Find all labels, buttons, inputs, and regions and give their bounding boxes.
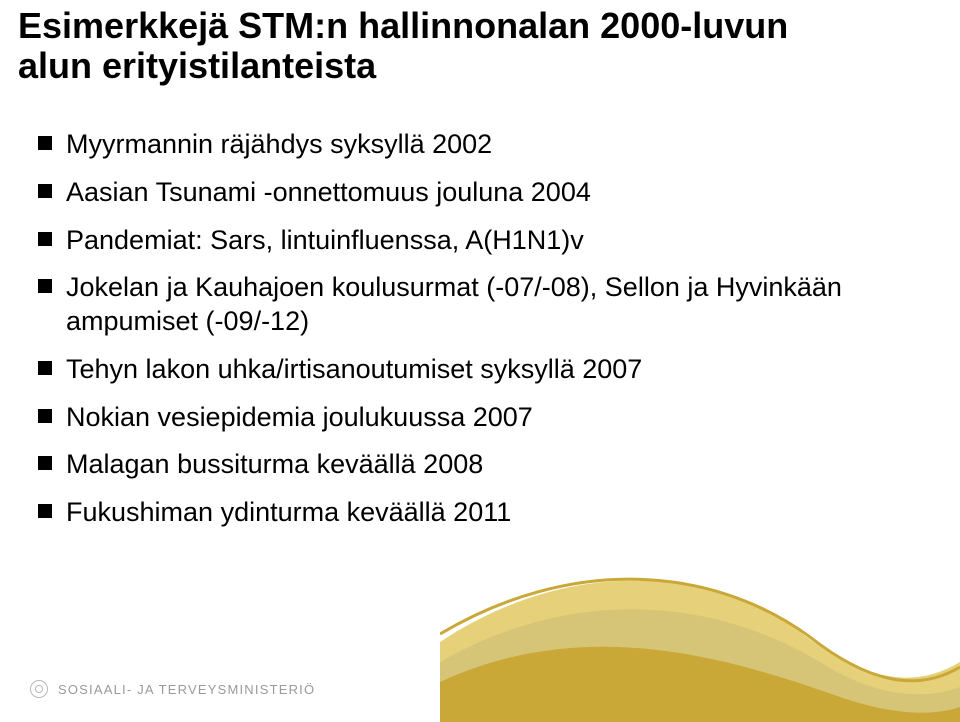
wave-stroke-1: [440, 579, 960, 681]
bullet-marker-icon: [38, 136, 52, 150]
bullet-marker-icon: [38, 456, 52, 470]
wave-stroke-2: [440, 603, 960, 692]
bullet-text: Jokelan ja Kauhajoen koulusurmat (-07/-0…: [66, 271, 918, 339]
footer-logo: SOSIAALI- JA TERVEYSMINISTERIÖ: [30, 680, 315, 698]
bullet-text: Aasian Tsunami -onnettomuus jouluna 2004: [66, 176, 918, 210]
footer-text: SOSIAALI- JA TERVEYSMINISTERIÖ: [58, 682, 315, 697]
list-item: Fukushiman ydinturma keväällä 2011: [38, 496, 918, 530]
bullet-marker-icon: [38, 184, 52, 198]
bullet-marker-icon: [38, 232, 52, 246]
bullet-text: Fukushiman ydinturma keväällä 2011: [66, 496, 918, 530]
list-item: Myyrmannin räjähdys syksyllä 2002: [38, 128, 918, 162]
list-item: Aasian Tsunami -onnettomuus jouluna 2004: [38, 176, 918, 210]
slide-title: Esimerkkejä STM:n hallinnonalan 2000-luv…: [18, 6, 918, 87]
wave-band-front: [440, 647, 960, 722]
bullet-text: Myyrmannin räjähdys syksyllä 2002: [66, 128, 918, 162]
bullet-marker-icon: [38, 409, 52, 423]
list-item: Nokian vesiepidemia joulukuussa 2007: [38, 401, 918, 435]
bullet-list: Myyrmannin räjähdys syksyllä 2002 Aasian …: [38, 128, 918, 544]
bullet-marker-icon: [38, 504, 52, 518]
bullet-text: Malagan bussiturma keväällä 2008: [66, 448, 918, 482]
title-line-2: alun erityistilanteista: [18, 45, 376, 86]
wave-band-middle: [440, 609, 960, 722]
slide-root: Esimerkkejä STM:n hallinnonalan 2000-luv…: [0, 0, 960, 722]
list-item: Pandemiat: Sars, lintuinfluenssa, A(H1N1…: [38, 224, 918, 258]
bullet-text: Nokian vesiepidemia joulukuussa 2007: [66, 401, 918, 435]
list-item: Malagan bussiturma keväällä 2008: [38, 448, 918, 482]
title-line-1: Esimerkkejä STM:n hallinnonalan 2000-luv…: [18, 5, 788, 46]
bullet-text: Tehyn lakon uhka/irtisanoutumiset syksyl…: [66, 353, 918, 387]
ministry-emblem-icon: [30, 680, 48, 698]
list-item: Tehyn lakon uhka/irtisanoutumiset syksyl…: [38, 353, 918, 387]
list-item: Jokelan ja Kauhajoen koulusurmat (-07/-0…: [38, 271, 918, 339]
bullet-text: Pandemiat: Sars, lintuinfluenssa, A(H1N1…: [66, 224, 918, 258]
wave-band-back: [440, 581, 960, 722]
bullet-marker-icon: [38, 279, 52, 293]
bullet-marker-icon: [38, 361, 52, 375]
